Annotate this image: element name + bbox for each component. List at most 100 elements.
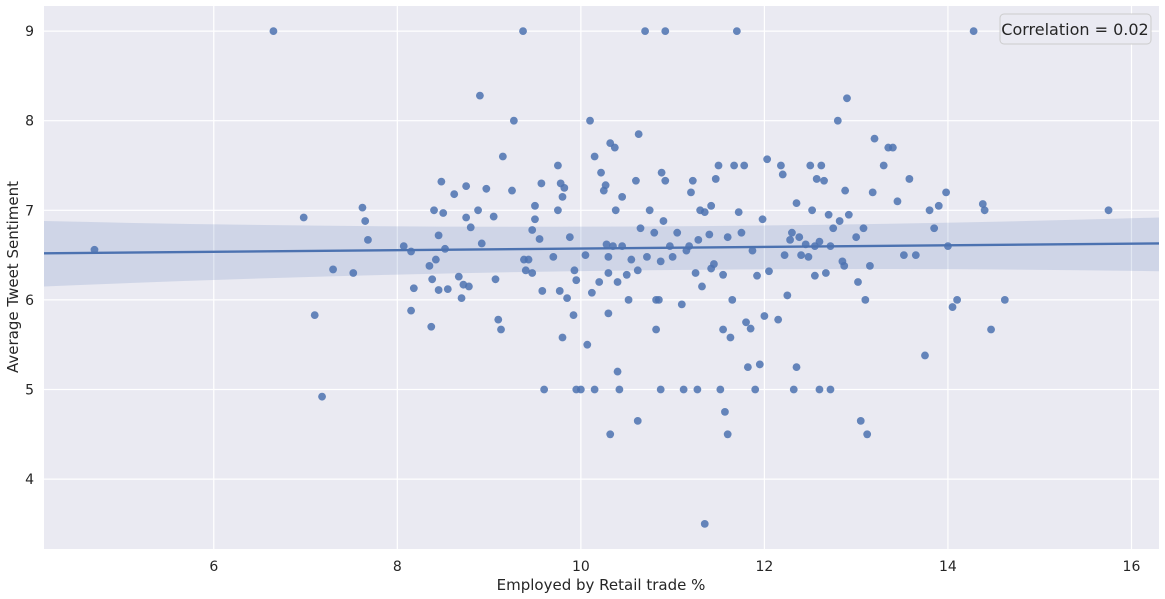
data-point [688,176,697,185]
y-tick-label: 7 [25,203,34,219]
grid-lines [44,6,1159,549]
y-tick-labels: 4 5 6 7 8 9 [25,24,34,488]
data-point [942,188,950,197]
data-point [826,385,835,394]
data-point [921,351,929,360]
data-point [425,261,434,270]
data-point [734,208,743,216]
data-point [519,27,527,35]
data-point [364,235,372,244]
data-point [572,276,581,285]
data-point [601,181,610,190]
data-point [560,183,569,192]
data-point [788,228,796,237]
data-point [859,224,868,233]
data-point [482,184,491,193]
data-point [656,385,665,394]
data-point [437,177,446,186]
data-point [407,306,415,315]
data-point [661,27,670,35]
data-point [604,252,613,261]
data-point [815,237,824,246]
data-point [808,206,817,215]
data-point [524,255,533,264]
data-point [531,215,539,224]
data-point [786,235,794,244]
data-point [590,152,599,161]
data-point [868,188,877,197]
confidence-band-area [44,217,1159,287]
data-point [431,255,440,264]
data-point [861,296,870,304]
data-point [454,272,463,281]
x-tick-label: 10 [572,559,590,575]
data-point [726,333,735,342]
data-point [434,286,443,294]
data-point [705,230,714,239]
data-point [537,179,546,188]
data-point [795,233,804,242]
data-point [778,170,787,179]
data-point [948,303,957,311]
x-tick-label: 6 [209,559,218,575]
data-point [477,239,486,248]
data-point [812,175,821,183]
y-tick-label: 9 [25,24,34,40]
x-tick-labels: 6 8 10 12 14 16 [209,559,1140,575]
data-point [693,385,702,394]
data-point [349,269,358,277]
data-point [866,261,874,270]
data-point [673,228,682,237]
data-point [760,312,769,320]
data-point [711,175,720,183]
data-point [430,206,438,215]
data-point [604,269,613,277]
data-point [590,385,599,394]
data-point [679,385,688,394]
plot-background [44,6,1159,549]
data-point [730,161,739,170]
data-point [434,231,443,240]
data-point [595,278,604,286]
data-point [299,213,308,222]
data-point [652,325,661,334]
data-point [466,223,475,232]
data-point [792,363,801,372]
data-point [925,206,934,215]
data-point [604,309,613,318]
data-point [650,228,659,237]
data-point [540,385,549,394]
data-point [899,251,908,259]
data-point [719,270,727,279]
data-point [774,315,783,324]
data-point [751,385,760,394]
data-point [987,325,995,334]
data-point [439,209,448,217]
data-point [888,143,897,152]
x-tick-label: 14 [939,559,957,575]
data-point [753,271,761,280]
data-point [765,267,773,276]
data-point [587,288,596,297]
data-point [780,251,789,259]
data-point [700,520,709,528]
data-point [634,130,643,139]
data-point [700,208,709,216]
data-point [586,116,594,125]
data-point [535,235,544,243]
data-point [691,269,700,277]
data-point [428,275,437,284]
data-point [911,251,920,259]
data-point [489,212,498,221]
data-point [755,360,764,369]
data-point [806,161,815,170]
data-point [840,261,849,270]
data-point [893,197,902,206]
data-point [464,282,473,291]
data-point [443,285,452,294]
data-point [723,430,732,439]
x-tick-label: 8 [393,559,402,575]
data-point [570,266,579,275]
data-point [698,282,706,291]
